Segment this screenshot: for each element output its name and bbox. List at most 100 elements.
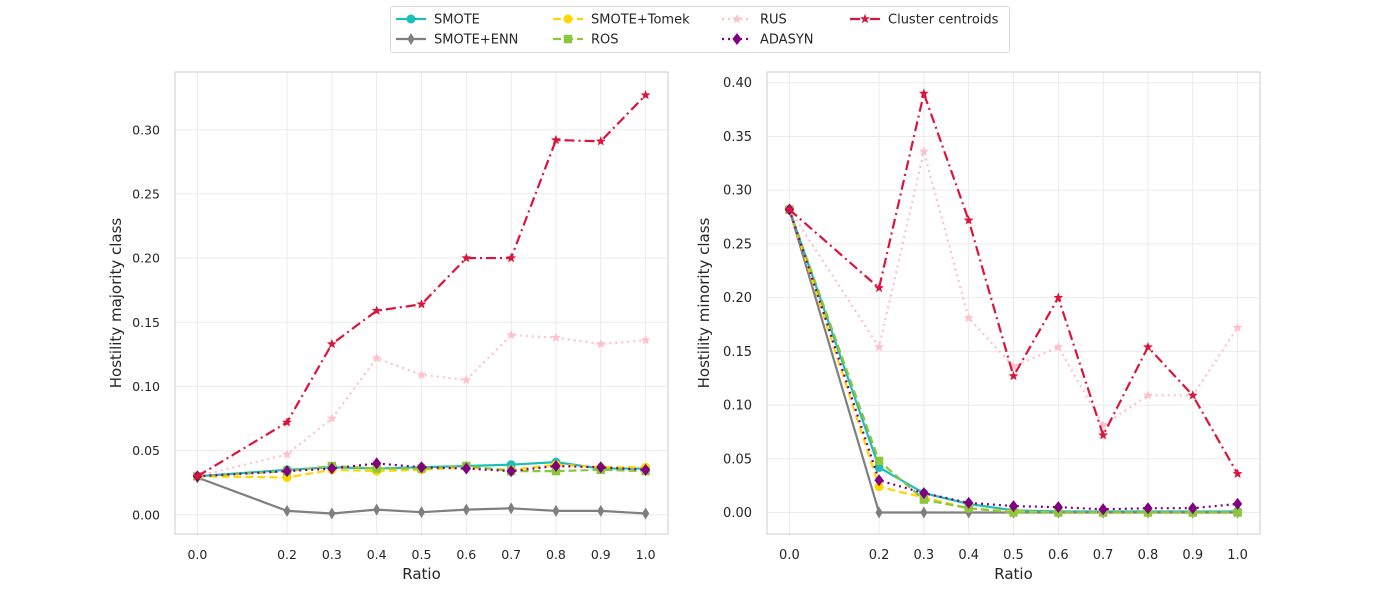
data-point-adasyn <box>1008 500 1019 513</box>
data-point-ros <box>874 456 884 466</box>
data-point-adasyn <box>1233 497 1243 510</box>
x-tick-label: 1.0 <box>1227 548 1248 563</box>
series-line-cluster-centroids <box>196 94 647 478</box>
data-point-cluster-centroids <box>918 88 929 98</box>
data-point-smote-enn <box>417 506 426 519</box>
x-tick-label: 0.6 <box>456 547 476 562</box>
data-point-rus <box>326 413 337 423</box>
data-point-adasyn <box>1098 503 1108 516</box>
x-tick-label: 0.5 <box>412 547 432 562</box>
series-line-rus <box>197 333 646 478</box>
x-tick-label: 0.8 <box>1138 548 1159 563</box>
x-tick-label: 0.7 <box>1093 548 1114 563</box>
data-point-cluster-centroids <box>192 471 203 481</box>
data-point-smote-enn <box>373 503 381 516</box>
y-tick-label: 0.20 <box>132 251 160 266</box>
legend-marker <box>563 34 573 44</box>
y-tick-label: 0.00 <box>132 507 160 522</box>
y-tick-label: 0.40 <box>723 76 752 91</box>
data-point-rus <box>640 335 651 345</box>
y-tick-label: 0.30 <box>723 184 752 199</box>
legend-label: RUS <box>760 13 787 28</box>
x-tick-label: 0.3 <box>322 547 342 562</box>
data-point-cluster-centroids <box>595 136 606 146</box>
y-tick-label: 0.25 <box>723 237 752 252</box>
data-point-adasyn <box>551 459 561 472</box>
data-point-rus <box>918 146 929 156</box>
legend-marker <box>563 14 573 24</box>
data-point-smote-enn <box>283 504 291 517</box>
data-point-cluster-centroids <box>326 338 337 349</box>
data-point-rus <box>371 352 382 363</box>
y-tick-label: 0.05 <box>132 443 160 458</box>
y-tick-label: 0.25 <box>132 186 160 201</box>
data-point-rus <box>416 369 427 380</box>
x-tick-label: 0.0 <box>779 548 800 563</box>
data-point-smote-tomek <box>874 482 884 492</box>
legend-label: ADASYN <box>760 33 814 48</box>
data-point-adasyn <box>327 462 337 475</box>
series-smote-enn <box>193 471 650 520</box>
legend-marker <box>732 33 742 45</box>
data-point-rus <box>551 332 561 342</box>
data-point-rus <box>282 449 292 459</box>
series-line-ros <box>788 209 1238 514</box>
data-point-cluster-centroids <box>371 305 382 315</box>
data-point-cluster-centroids <box>461 252 472 263</box>
legend-entry-smote: SMOTE <box>396 13 480 28</box>
x-tick-label: 0.3 <box>914 548 935 563</box>
legend: SMOTE SMOTE+ENN SMOTE+Tomek ROS RUS ADASYN Clu… <box>390 6 1010 53</box>
data-point-ros <box>1233 508 1242 517</box>
series-line-rus <box>788 150 1239 427</box>
data-point-adasyn <box>596 461 606 474</box>
y-axis-label: Hostility majority class <box>107 218 125 389</box>
series-line-adasyn <box>788 209 1238 511</box>
data-point-adasyn <box>282 465 292 478</box>
data-point-rus <box>461 374 472 385</box>
legend-entry-adasyn: ADASYN <box>722 33 814 48</box>
left-chart-majority: 0.0 0.2 0.3 0.4 0.5 0.6 0.7 0.8 0.9 1.0 0.00 0.05 0.… <box>107 71 669 583</box>
right-chart-minority: 0.0 0.2 0.3 0.4 0.5 0.6 0.7 0.8 0.9 1.0 0.00 0.05 0.… <box>695 71 1261 583</box>
legend-label: ROS <box>591 33 619 48</box>
data-point-rus <box>1008 361 1019 371</box>
legend-label: SMOTE <box>434 13 480 28</box>
x-tick-label: 0.8 <box>546 547 566 562</box>
legend-entry-smote-tomek: SMOTE+Tomek <box>553 13 690 28</box>
x-tick-label: 0.9 <box>591 547 611 562</box>
data-point-rus <box>963 312 974 323</box>
x-axis-label: Ratio <box>994 565 1033 583</box>
data-point-smote-enn <box>875 506 883 519</box>
data-point-cluster-centroids <box>1053 292 1064 302</box>
series-line-smote-enn <box>197 476 646 515</box>
data-point-cluster-centroids <box>1008 370 1019 381</box>
y-tick-label: 0.15 <box>132 315 160 330</box>
x-tick-label: 0.4 <box>958 548 979 563</box>
data-point-cluster-centroids <box>1098 429 1109 440</box>
data-point-cluster-centroids <box>784 204 795 214</box>
data-point-rus <box>874 341 884 352</box>
x-tick-label: 0.0 <box>187 547 207 562</box>
data-point-adasyn <box>506 465 516 478</box>
x-tick-label: 0.4 <box>367 547 387 562</box>
data-point-ros <box>1009 508 1018 517</box>
legend-marker <box>732 13 742 24</box>
y-tick-label: 0.15 <box>723 345 752 360</box>
series-line-cluster-centroids <box>788 92 1239 475</box>
x-tick-label: 0.2 <box>869 548 890 563</box>
legend-marker <box>406 14 416 24</box>
data-point-cluster-centroids <box>506 252 517 263</box>
data-point-smote-enn <box>597 504 605 517</box>
legend-label: SMOTE+ENN <box>434 33 518 48</box>
data-point-rus <box>1232 322 1243 332</box>
data-point-cluster-centroids <box>416 299 427 309</box>
y-tick-label: 0.30 <box>132 122 160 137</box>
legend-entry-cluster-centroids: Cluster centroids <box>850 13 999 28</box>
data-point-rus <box>595 338 606 349</box>
legend-label: SMOTE+Tomek <box>591 13 690 28</box>
x-tick-label: 0.7 <box>501 547 521 562</box>
data-point-cluster-centroids <box>551 134 561 145</box>
x-axis-label: Ratio <box>402 565 441 583</box>
data-point-rus <box>1098 420 1109 430</box>
